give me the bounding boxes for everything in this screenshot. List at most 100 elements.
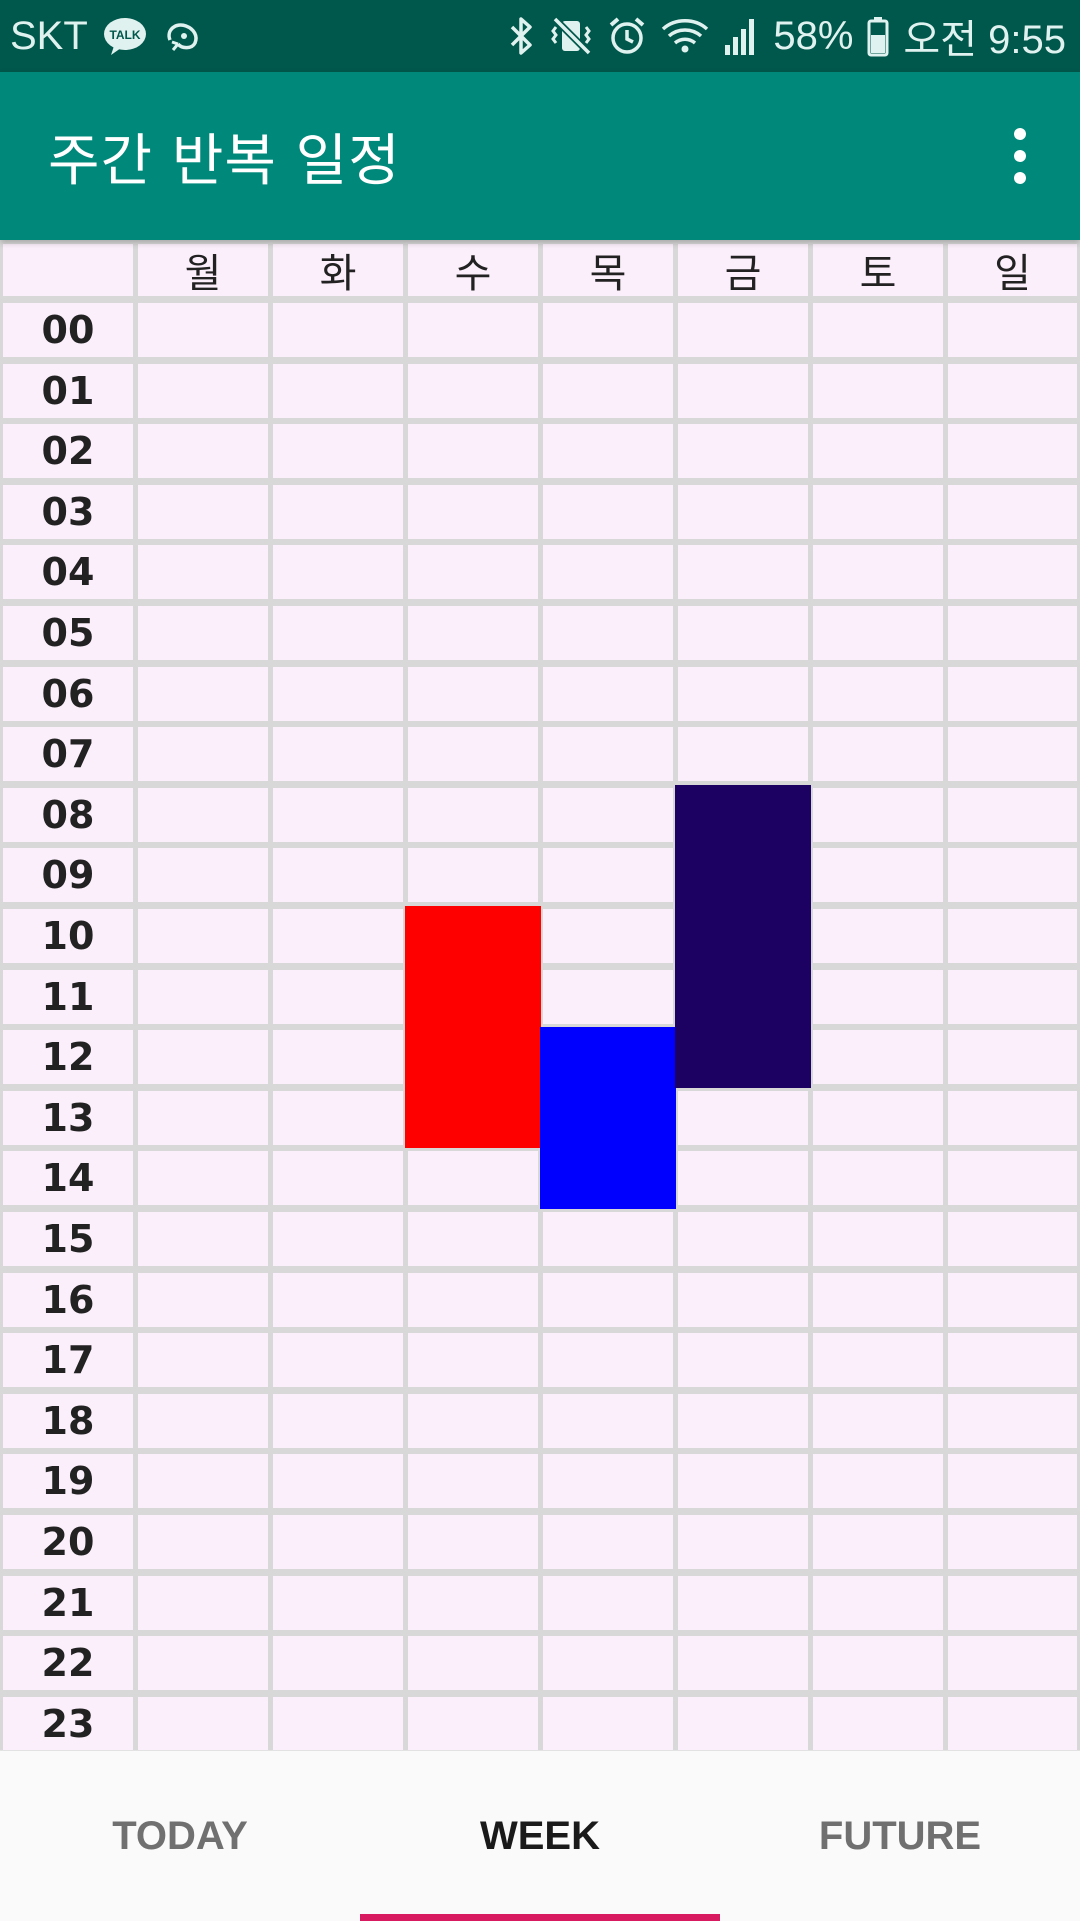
time-slot-cell[interactable] bbox=[543, 788, 673, 842]
time-slot-cell[interactable] bbox=[948, 1636, 1077, 1690]
time-slot-cell[interactable] bbox=[543, 909, 673, 963]
time-slot-cell[interactable] bbox=[813, 606, 943, 660]
time-slot-cell[interactable] bbox=[948, 424, 1077, 478]
time-slot-cell[interactable] bbox=[273, 788, 403, 842]
time-slot-cell[interactable] bbox=[678, 1697, 808, 1751]
time-slot-cell[interactable] bbox=[543, 303, 673, 357]
time-slot-cell[interactable] bbox=[678, 667, 808, 721]
time-slot-cell[interactable] bbox=[273, 606, 403, 660]
time-slot-cell[interactable] bbox=[948, 1212, 1077, 1266]
time-slot-cell[interactable] bbox=[813, 1697, 943, 1751]
time-slot-cell[interactable] bbox=[678, 1091, 808, 1145]
time-slot-cell[interactable] bbox=[678, 1333, 808, 1387]
time-slot-cell[interactable] bbox=[408, 1333, 538, 1387]
time-slot-cell[interactable] bbox=[543, 1394, 673, 1448]
time-slot-cell[interactable] bbox=[678, 727, 808, 781]
time-slot-cell[interactable] bbox=[543, 606, 673, 660]
time-slot-cell[interactable] bbox=[813, 788, 943, 842]
time-slot-cell[interactable] bbox=[138, 1576, 268, 1630]
time-slot-cell[interactable] bbox=[408, 364, 538, 418]
time-slot-cell[interactable] bbox=[408, 1636, 538, 1690]
time-slot-cell[interactable] bbox=[678, 303, 808, 357]
time-slot-cell[interactable] bbox=[408, 1697, 538, 1751]
time-slot-cell[interactable] bbox=[543, 667, 673, 721]
time-slot-cell[interactable] bbox=[678, 424, 808, 478]
time-slot-cell[interactable] bbox=[948, 1576, 1077, 1630]
time-slot-cell[interactable] bbox=[138, 606, 268, 660]
time-slot-cell[interactable] bbox=[273, 1576, 403, 1630]
time-slot-cell[interactable] bbox=[138, 1697, 268, 1751]
time-slot-cell[interactable] bbox=[948, 1333, 1077, 1387]
time-slot-cell[interactable] bbox=[408, 545, 538, 599]
time-slot-cell[interactable] bbox=[138, 1030, 268, 1084]
time-slot-cell[interactable] bbox=[273, 1091, 403, 1145]
time-slot-cell[interactable] bbox=[138, 848, 268, 902]
time-slot-cell[interactable] bbox=[813, 667, 943, 721]
time-slot-cell[interactable] bbox=[138, 545, 268, 599]
time-slot-cell[interactable] bbox=[138, 1273, 268, 1327]
time-slot-cell[interactable] bbox=[813, 364, 943, 418]
time-slot-cell[interactable] bbox=[678, 606, 808, 660]
time-slot-cell[interactable] bbox=[543, 727, 673, 781]
time-slot-cell[interactable] bbox=[948, 1151, 1077, 1205]
time-slot-cell[interactable] bbox=[678, 364, 808, 418]
time-slot-cell[interactable] bbox=[273, 1273, 403, 1327]
time-slot-cell[interactable] bbox=[543, 1333, 673, 1387]
time-slot-cell[interactable] bbox=[273, 1697, 403, 1751]
time-slot-cell[interactable] bbox=[408, 1212, 538, 1266]
time-slot-cell[interactable] bbox=[948, 848, 1077, 902]
time-slot-cell[interactable] bbox=[408, 727, 538, 781]
time-slot-cell[interactable] bbox=[543, 424, 673, 478]
more-options-button[interactable] bbox=[990, 116, 1050, 196]
time-slot-cell[interactable] bbox=[948, 667, 1077, 721]
time-slot-cell[interactable] bbox=[813, 1030, 943, 1084]
time-slot-cell[interactable] bbox=[138, 364, 268, 418]
time-slot-cell[interactable] bbox=[813, 1636, 943, 1690]
time-slot-cell[interactable] bbox=[408, 424, 538, 478]
time-slot-cell[interactable] bbox=[543, 1576, 673, 1630]
time-slot-cell[interactable] bbox=[543, 970, 673, 1024]
time-slot-cell[interactable] bbox=[273, 909, 403, 963]
time-slot-cell[interactable] bbox=[543, 1454, 673, 1508]
time-slot-cell[interactable] bbox=[678, 1151, 808, 1205]
time-slot-cell[interactable] bbox=[543, 485, 673, 539]
time-slot-cell[interactable] bbox=[408, 1273, 538, 1327]
time-slot-cell[interactable] bbox=[408, 485, 538, 539]
time-slot-cell[interactable] bbox=[948, 364, 1077, 418]
time-slot-cell[interactable] bbox=[408, 1394, 538, 1448]
time-slot-cell[interactable] bbox=[138, 970, 268, 1024]
schedule-event-block[interactable] bbox=[405, 906, 541, 1148]
time-slot-cell[interactable] bbox=[543, 1697, 673, 1751]
time-slot-cell[interactable] bbox=[273, 1515, 403, 1569]
time-slot-cell[interactable] bbox=[813, 970, 943, 1024]
time-slot-cell[interactable] bbox=[678, 1212, 808, 1266]
time-slot-cell[interactable] bbox=[138, 788, 268, 842]
time-slot-cell[interactable] bbox=[138, 303, 268, 357]
time-slot-cell[interactable] bbox=[948, 1030, 1077, 1084]
time-slot-cell[interactable] bbox=[543, 1273, 673, 1327]
time-slot-cell[interactable] bbox=[813, 1273, 943, 1327]
time-slot-cell[interactable] bbox=[273, 727, 403, 781]
time-slot-cell[interactable] bbox=[813, 1151, 943, 1205]
time-slot-cell[interactable] bbox=[138, 1515, 268, 1569]
time-slot-cell[interactable] bbox=[678, 1576, 808, 1630]
time-slot-cell[interactable] bbox=[813, 1333, 943, 1387]
time-slot-cell[interactable] bbox=[813, 1454, 943, 1508]
schedule-event-block[interactable] bbox=[675, 785, 811, 1088]
time-slot-cell[interactable] bbox=[813, 909, 943, 963]
time-slot-cell[interactable] bbox=[813, 485, 943, 539]
tab-future[interactable]: FUTURE bbox=[818, 1813, 982, 1858]
time-slot-cell[interactable] bbox=[273, 667, 403, 721]
time-slot-cell[interactable] bbox=[813, 1394, 943, 1448]
time-slot-cell[interactable] bbox=[273, 545, 403, 599]
time-slot-cell[interactable] bbox=[678, 1394, 808, 1448]
time-slot-cell[interactable] bbox=[543, 364, 673, 418]
time-slot-cell[interactable] bbox=[948, 970, 1077, 1024]
time-slot-cell[interactable] bbox=[678, 1636, 808, 1690]
time-slot-cell[interactable] bbox=[138, 424, 268, 478]
time-slot-cell[interactable] bbox=[948, 485, 1077, 539]
time-slot-cell[interactable] bbox=[813, 1091, 943, 1145]
time-slot-cell[interactable] bbox=[138, 485, 268, 539]
time-slot-cell[interactable] bbox=[408, 1151, 538, 1205]
time-slot-cell[interactable] bbox=[678, 485, 808, 539]
